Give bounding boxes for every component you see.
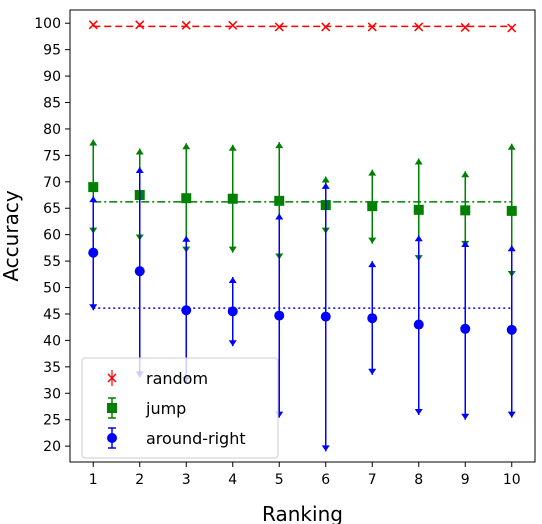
error-cap-lower-around-right xyxy=(414,408,423,415)
error-cap-upper-jump xyxy=(414,158,423,165)
x-tick-label: 5 xyxy=(275,472,284,488)
point-jump xyxy=(88,182,99,193)
y-tick-label: 90 xyxy=(43,69,61,85)
plot-area xyxy=(88,20,517,452)
y-tick-label: 70 xyxy=(43,175,61,191)
error-cap-upper-jump xyxy=(89,139,98,146)
point-around-right xyxy=(413,319,424,330)
y-tick-label: 40 xyxy=(43,333,61,349)
x-tick-label: 1 xyxy=(89,472,98,488)
point-random xyxy=(414,22,424,32)
x-tick-label: 2 xyxy=(135,472,144,488)
error-cap-upper-jump xyxy=(507,143,516,150)
point-jump xyxy=(227,193,238,204)
x-tick-label: 9 xyxy=(461,472,470,488)
point-random xyxy=(181,20,191,30)
point-random xyxy=(88,20,98,30)
y-tick-label: 45 xyxy=(43,307,61,323)
y-tick-label: 60 xyxy=(43,228,61,244)
error-cap-upper-around-right xyxy=(135,167,144,174)
point-jump xyxy=(367,201,378,212)
x-tick-label: 10 xyxy=(503,472,521,488)
error-cap-upper-jump xyxy=(321,176,330,183)
point-random xyxy=(460,22,470,32)
error-cap-upper-around-right xyxy=(461,241,470,248)
error-cap-upper-around-right xyxy=(182,235,191,242)
error-cap-lower-around-right xyxy=(321,445,330,452)
y-tick-label: 50 xyxy=(43,281,61,297)
point-random xyxy=(274,22,284,32)
legend: random jump around-right xyxy=(81,357,279,459)
y-tick-label: 65 xyxy=(43,201,61,217)
point-around-right xyxy=(460,323,471,334)
point-around-right xyxy=(274,310,285,321)
point-around-right xyxy=(227,306,238,317)
point-around-right xyxy=(181,305,192,316)
error-cap-upper-jump xyxy=(368,169,377,176)
x-tick-label: 4 xyxy=(228,472,237,488)
error-cap-lower-jump xyxy=(228,246,237,253)
x-tick-label: 3 xyxy=(182,472,191,488)
error-cap-upper-around-right xyxy=(368,261,377,268)
legend-label-random: random xyxy=(146,369,208,388)
legend-item-around-right: around-right xyxy=(107,427,246,449)
x-tick-label: 7 xyxy=(368,472,377,488)
point-around-right xyxy=(367,313,378,324)
legend-label-around-right: around-right xyxy=(146,429,246,448)
error-cap-upper-jump xyxy=(275,142,284,149)
x-axis-label: Ranking xyxy=(262,502,343,524)
error-cap-lower-around-right xyxy=(228,340,237,347)
point-random xyxy=(321,22,331,32)
y-tick-label: 30 xyxy=(43,386,61,402)
y-tick-label: 95 xyxy=(43,43,61,59)
error-cap-lower-around-right xyxy=(368,368,377,375)
y-axis: 20 25 30 35 40 45 50 55 60 65 70 75 80 85 90 95 100 xyxy=(34,16,70,455)
error-cap-upper-around-right xyxy=(414,235,423,242)
error-cap-upper-jump xyxy=(228,144,237,151)
error-cap-lower-jump xyxy=(368,237,377,244)
x-tick-label: 8 xyxy=(414,472,423,488)
y-tick-label: 100 xyxy=(34,16,61,32)
point-random xyxy=(228,20,238,30)
error-cap-upper-around-right xyxy=(507,245,516,252)
error-cap-lower-around-right xyxy=(89,304,98,311)
error-cap-upper-jump xyxy=(182,143,191,150)
error-cap-upper-around-right xyxy=(321,182,330,189)
y-tick-label: 55 xyxy=(43,254,61,270)
legend-item-jump: jump xyxy=(107,397,186,419)
legend-box xyxy=(81,357,279,459)
point-jump xyxy=(274,195,285,206)
point-around-right xyxy=(134,266,145,277)
error-cap-lower-around-right xyxy=(461,413,470,420)
y-axis-label: Accuracy xyxy=(0,190,23,281)
error-cap-upper-around-right xyxy=(228,276,237,283)
y-tick-label: 75 xyxy=(43,148,61,164)
x-axis: 1 2 3 4 5 6 7 8 9 10 xyxy=(89,462,521,488)
point-around-right xyxy=(88,247,99,258)
error-cap-upper-jump xyxy=(135,148,144,155)
point-jump xyxy=(506,205,517,216)
y-tick-label: 35 xyxy=(43,360,61,376)
point-random xyxy=(367,22,377,32)
point-jump xyxy=(181,193,192,204)
y-tick-label: 85 xyxy=(43,96,61,112)
point-around-right xyxy=(320,311,331,322)
error-cap-upper-around-right xyxy=(275,213,284,220)
point-around-right xyxy=(506,324,517,335)
legend-label-jump: jump xyxy=(145,399,186,418)
error-cap-lower-around-right xyxy=(507,411,516,418)
error-cap-upper-jump xyxy=(461,171,470,178)
plot-frame xyxy=(69,9,536,463)
error-cap-upper-around-right xyxy=(89,196,98,203)
point-random xyxy=(135,20,145,30)
x-tick-label: 6 xyxy=(321,472,330,488)
y-tick-label: 25 xyxy=(43,413,61,429)
y-tick-label: 80 xyxy=(43,122,61,138)
point-jump xyxy=(413,204,424,215)
point-random xyxy=(507,23,517,33)
y-tick-label: 20 xyxy=(43,439,61,455)
legend-item-random: random xyxy=(107,369,208,388)
point-jump xyxy=(460,205,471,216)
